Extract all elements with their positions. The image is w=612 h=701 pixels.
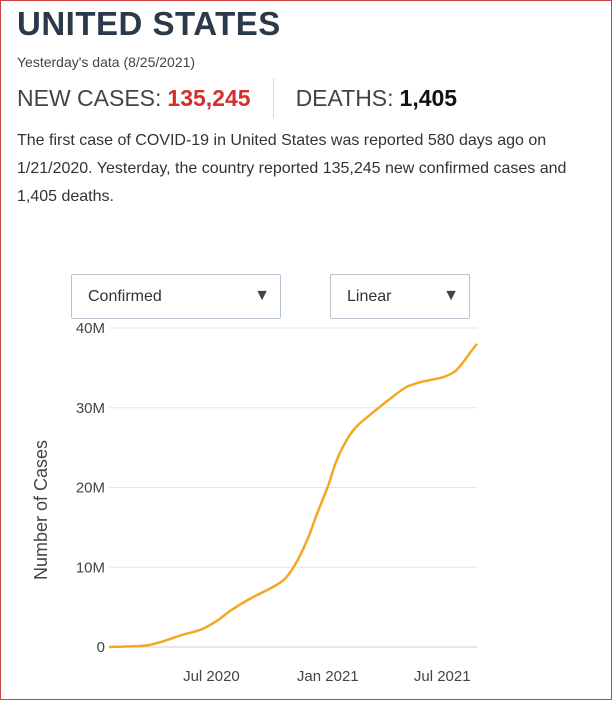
y-tick-label: 10M bbox=[76, 559, 105, 576]
x-axis-ticks: Jul 2020 Jan 2021 Jul 2021 bbox=[183, 668, 471, 685]
dropdown-arrow-icon: ▼ bbox=[443, 287, 459, 304]
confirmed-cases-line bbox=[108, 343, 478, 649]
scale-select[interactable]: Linear ▼ bbox=[330, 274, 470, 319]
metric-select[interactable]: Confirmed ▼ bbox=[71, 274, 281, 319]
dropdown-arrow-icon: ▼ bbox=[254, 287, 270, 304]
new-cases-value: 135,245 bbox=[167, 84, 251, 111]
y-axis-ticks: 0 10M 20M 30M 40M bbox=[76, 320, 105, 656]
y-tick-label: 0 bbox=[97, 639, 105, 656]
chart-series bbox=[108, 343, 478, 649]
y-axis-title: Number of Cases bbox=[31, 440, 51, 580]
deaths-value: 1,405 bbox=[399, 84, 458, 111]
scale-select-value: Linear bbox=[347, 287, 392, 305]
summary-text: The first case of COVID-19 in United Sta… bbox=[17, 132, 567, 205]
metric-select-value: Confirmed bbox=[88, 287, 162, 305]
chart-grid bbox=[109, 327, 477, 648]
x-tick-label: Jul 2021 bbox=[414, 668, 471, 685]
deaths-label: DEATHS: bbox=[295, 84, 394, 111]
page-title: UNITED STATES bbox=[17, 5, 281, 42]
x-tick-label: Jan 2021 bbox=[297, 668, 359, 685]
cases-line-chart: 0 10M 20M 30M 40M Jul 2020 Jan 2021 Jul 2021 N… bbox=[31, 320, 478, 685]
new-cases-label: NEW CASES: bbox=[17, 84, 162, 111]
y-tick-label: 40M bbox=[76, 320, 105, 337]
data-date: Yesterday's data (8/25/2021) bbox=[17, 54, 196, 70]
stats-bar: NEW CASES: 135,245 DEATHS: 1,405 bbox=[17, 78, 458, 118]
x-tick-label: Jul 2020 bbox=[183, 668, 240, 685]
stats-divider bbox=[272, 78, 274, 118]
y-tick-label: 30M bbox=[76, 400, 105, 417]
y-tick-label: 20M bbox=[76, 480, 105, 497]
